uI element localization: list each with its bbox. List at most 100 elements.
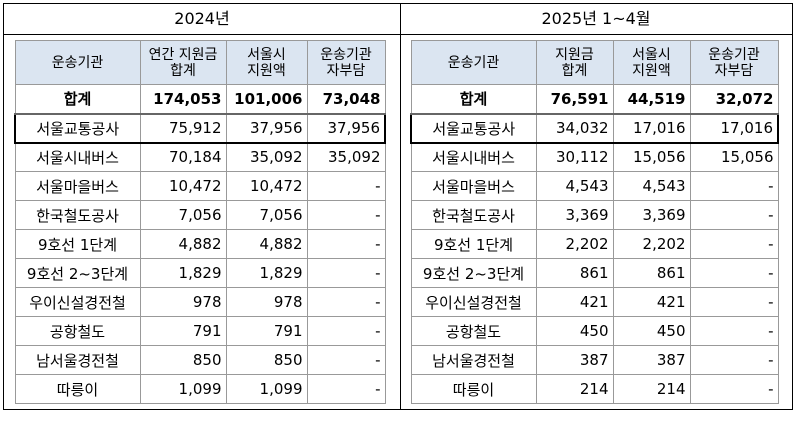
amount-cell: 3,369 <box>612 200 691 230</box>
amount-cell: 421 <box>612 287 691 317</box>
amount-cell: 4,882 <box>139 229 227 259</box>
amount-cell: 32,072 <box>689 84 779 115</box>
amount-cell: - <box>306 287 386 317</box>
amount-cell: 791 <box>139 316 227 346</box>
amount-cell: 35,092 <box>225 142 308 172</box>
panel-title: 2025년 1~4월 <box>400 4 792 35</box>
amount-cell: 4,882 <box>225 229 308 259</box>
amount-cell: - <box>306 229 386 259</box>
amount-cell: - <box>689 258 779 288</box>
agency-name-cell: 서울마을버스 <box>410 171 537 201</box>
amount-cell: 73,048 <box>306 84 386 115</box>
table-row: 한국철도공사 3,369 3,369- <box>410 200 779 230</box>
amount-cell: 7,056 <box>225 200 308 230</box>
agency-name-cell: 9호선 1단계 <box>14 229 141 259</box>
amount-cell: 450 <box>612 316 691 346</box>
agency-name-cell: 남서울경전철 <box>14 345 141 375</box>
amount-cell: - <box>689 200 779 230</box>
agency-name-cell: 우이신설경전철 <box>14 287 141 317</box>
amount-cell: - <box>306 200 386 230</box>
table-row: 서울시내버스 30,112 15,056 15,056 <box>410 142 779 172</box>
agency-name-cell: 합계 <box>14 84 141 115</box>
amount-cell: 10,472 <box>225 171 308 201</box>
agency-name-cell: 공항철도 <box>14 316 141 346</box>
amount-cell: 76,591 <box>535 84 614 115</box>
amount-cell: 978 <box>225 287 308 317</box>
amount-cell: 861 <box>612 258 691 288</box>
amount-cell: 30,112 <box>535 142 614 172</box>
total-row: 합계 76,591 44,519 32,072 <box>410 84 779 115</box>
amount-cell: - <box>689 287 779 317</box>
amount-cell: 1,099 <box>225 374 308 404</box>
amount-cell: 34,032 <box>535 112 614 144</box>
table-row: 남서울경전철 387 387- <box>410 345 779 375</box>
amount-cell: 35,092 <box>306 142 386 172</box>
table-row: 9호선 1단계 4,882 4,882- <box>14 229 386 259</box>
amount-cell: - <box>306 316 386 346</box>
agency-name-cell: 따릉이 <box>14 374 141 404</box>
amount-cell: 4,543 <box>612 171 691 201</box>
agency-name-cell: 한국철도공사 <box>14 200 141 230</box>
amount-cell: - <box>306 374 386 404</box>
total-row: 합계 174,053 101,006 73,048 <box>14 84 386 115</box>
header-row: 운송기관 지원금 합계 서울시 지원액 운송기관 자부담 <box>410 40 779 85</box>
agency-name-cell: 9호선 2~3단계 <box>410 258 537 288</box>
amount-cell: 1,829 <box>139 258 227 288</box>
amount-cell: 1,829 <box>225 258 308 288</box>
agency-name-cell: 서울교통공사 <box>14 112 141 144</box>
amount-cell: - <box>306 345 386 375</box>
table-row: 우이신설경전철 978 978- <box>14 287 386 317</box>
amount-cell: 2,202 <box>612 229 691 259</box>
amount-cell: 17,016 <box>612 112 691 144</box>
table-row: 서울마을버스 4,543 4,543- <box>410 171 779 201</box>
table-row: 9호선 2~3단계 1,829 1,829- <box>14 258 386 288</box>
table-row: 따릉이 1,099 1,099- <box>14 374 386 404</box>
amount-cell: 2,202 <box>535 229 614 259</box>
amount-cell: - <box>689 374 779 404</box>
table-row: 남서울경전철 850 850- <box>14 345 386 375</box>
amount-cell: 861 <box>535 258 614 288</box>
agency-name-cell: 합계 <box>410 84 537 115</box>
header-row: 운송기관 연간 지원금 합계 서울시 지원액 운송기관 자부담 <box>14 40 386 85</box>
amount-cell: 10,472 <box>139 171 227 201</box>
column-header: 서울시 지원액 <box>612 40 691 85</box>
table-row: 우이신설경전철 421 421- <box>410 287 779 317</box>
amount-cell: - <box>689 345 779 375</box>
amount-cell: 15,056 <box>612 142 691 172</box>
panel-title: 2024년 <box>4 4 400 35</box>
amount-cell: 7,056 <box>139 200 227 230</box>
column-header: 운송기관 <box>14 40 141 85</box>
agency-name-cell: 9호선 1단계 <box>410 229 537 259</box>
amount-cell: 70,184 <box>139 142 227 172</box>
tables-frame: 2024년 운송기관 연간 지원금 합계 서울시 지원액 운송기관 자부담 합계 174,05… <box>3 3 793 410</box>
amount-cell: - <box>689 316 779 346</box>
amount-cell: 3,369 <box>535 200 614 230</box>
table-row: 서울교통공사 75,912 37,956 37,956 <box>14 112 386 144</box>
amount-cell: - <box>306 258 386 288</box>
column-header: 운송기관 자부담 <box>306 40 386 85</box>
amount-cell: 978 <box>139 287 227 317</box>
amount-cell: 214 <box>612 374 691 404</box>
amount-cell: 101,006 <box>225 84 308 115</box>
subsidy-table-2025: 운송기관 지원금 합계 서울시 지원액 운송기관 자부담 합계 76,591 44,519 32,… <box>410 40 779 404</box>
amount-cell: - <box>306 171 386 201</box>
amount-cell: - <box>689 229 779 259</box>
amount-cell: 44,519 <box>612 84 691 115</box>
amount-cell: 214 <box>535 374 614 404</box>
agency-name-cell: 서울마을버스 <box>14 171 141 201</box>
table-row: 서울시내버스 70,184 35,092 35,092 <box>14 142 386 172</box>
table-row: 9호선 1단계 2,202 2,202- <box>410 229 779 259</box>
amount-cell: 75,912 <box>139 112 227 144</box>
table-row: 서울교통공사 34,032 17,016 17,016 <box>410 112 779 144</box>
amount-cell: 15,056 <box>689 142 779 172</box>
amount-cell: 1,099 <box>139 374 227 404</box>
agency-name-cell: 9호선 2~3단계 <box>14 258 141 288</box>
subsidy-table-2024: 운송기관 연간 지원금 합계 서울시 지원액 운송기관 자부담 합계 174,053 101,0… <box>14 40 386 404</box>
column-header: 운송기관 <box>410 40 537 85</box>
table-row: 공항철도 791 791- <box>14 316 386 346</box>
amount-cell: 37,956 <box>306 112 386 144</box>
amount-cell: 850 <box>139 345 227 375</box>
panel-2024: 2024년 운송기관 연간 지원금 합계 서울시 지원액 운송기관 자부담 합계 174,05… <box>4 4 401 409</box>
agency-name-cell: 공항철도 <box>410 316 537 346</box>
table-row: 서울마을버스 10,472 10,472- <box>14 171 386 201</box>
